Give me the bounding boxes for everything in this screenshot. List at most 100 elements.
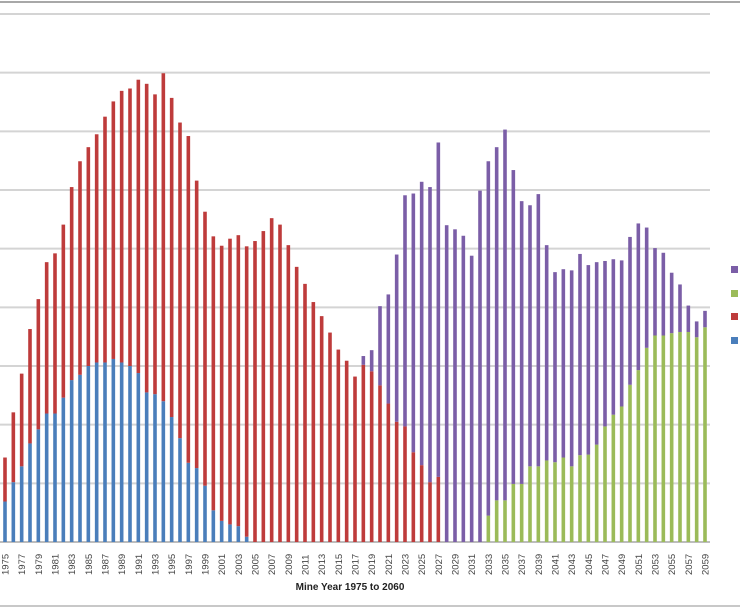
bar-segment-2002-s0 xyxy=(228,524,232,542)
bar-segment-2023-s2 xyxy=(403,426,407,542)
bar-segment-1989-s2 xyxy=(119,90,124,363)
bar-segment-1986-s2 xyxy=(94,134,99,363)
x-tick-label: 2033 xyxy=(484,554,495,575)
bar-segment-2012-s2 xyxy=(311,302,316,542)
bar-segment-1995-s2 xyxy=(169,97,174,418)
x-tick-label: 2003 xyxy=(234,554,245,575)
x-tick-label: 1985 xyxy=(84,554,95,575)
bar-segment-2019-s3 xyxy=(369,350,374,372)
bar-segment-1992-s2 xyxy=(144,83,149,393)
bar-segment-2059-s3 xyxy=(703,310,707,328)
bar-segment-2007-s2 xyxy=(269,218,274,542)
bar-segment-2050-s1 xyxy=(628,384,632,542)
bar-segment-2049-s1 xyxy=(619,406,624,542)
bar-segment-1978-s2 xyxy=(28,329,32,444)
bar-segment-1983-s2 xyxy=(69,187,74,381)
x-tick-label: 2039 xyxy=(534,554,545,575)
bar-segment-2059-s1 xyxy=(703,327,707,542)
legend-swatch[interactable] xyxy=(731,266,738,273)
x-tick-label: 2011 xyxy=(301,555,312,575)
bar-segment-1981-s2 xyxy=(53,253,57,414)
x-tick-label: 2051 xyxy=(634,554,645,575)
x-tick-label: 2053 xyxy=(651,554,662,575)
bar-segment-2052-s3 xyxy=(644,227,649,348)
bar-segment-2043-s1 xyxy=(569,466,574,542)
bar-segment-2046-s3 xyxy=(594,262,599,445)
x-tick-label: 2013 xyxy=(317,554,328,575)
bar-segment-2018-s2 xyxy=(361,364,366,542)
bar-segment-2006-s2 xyxy=(261,231,266,543)
x-tick-label: 2005 xyxy=(251,554,262,575)
x-tick-label: 2057 xyxy=(684,554,695,575)
x-tick-label: 1975 xyxy=(1,554,12,575)
bar-segment-1983-s0 xyxy=(69,380,74,542)
bar-segment-1991-s2 xyxy=(136,79,141,374)
bar-segment-1976-s0 xyxy=(11,482,16,542)
legend-swatch[interactable] xyxy=(731,313,738,320)
x-tick-label: 2049 xyxy=(617,554,628,575)
bar-segment-1994-s2 xyxy=(161,73,166,402)
bar-segment-1985-s0 xyxy=(86,366,91,542)
bar-segment-1984-s0 xyxy=(78,374,82,542)
x-tick-label: 1991 xyxy=(134,554,145,575)
bar-segment-2019-s2 xyxy=(369,371,374,542)
bar-segment-2055-s1 xyxy=(669,333,674,542)
bar-segment-1980-s0 xyxy=(44,413,49,542)
bar-segment-1999-s2 xyxy=(203,211,207,486)
bar-segment-2016-s2 xyxy=(344,360,349,542)
x-tick-label: 2045 xyxy=(584,554,595,575)
bar-segment-2000-s0 xyxy=(211,510,216,542)
x-tick-label: 1981 xyxy=(51,554,62,575)
bar-segment-2013-s2 xyxy=(319,316,324,542)
x-tick-label: 2035 xyxy=(501,554,512,575)
bar-segment-1982-s0 xyxy=(61,397,66,542)
x-tick-label: 2047 xyxy=(601,554,612,575)
bar-segment-2034-s3 xyxy=(494,147,499,501)
bar-segment-2025-s3 xyxy=(419,181,424,466)
bar-segment-2000-s2 xyxy=(211,236,216,511)
bar-segment-2020-s3 xyxy=(378,306,382,386)
x-tick-label: 1999 xyxy=(201,554,212,575)
bar-segment-1987-s2 xyxy=(103,116,107,363)
x-tick-label: 2023 xyxy=(401,554,412,575)
bar-segment-2028-s3 xyxy=(444,225,449,542)
bar-segment-1989-s0 xyxy=(119,362,124,542)
bar-segment-1990-s0 xyxy=(128,366,132,542)
bar-segment-1984-s2 xyxy=(78,161,82,375)
bar-segment-1995-s0 xyxy=(169,417,174,542)
x-tick-label: 2007 xyxy=(267,554,278,575)
x-tick-label: 1995 xyxy=(167,554,178,575)
x-tick-label: 2029 xyxy=(451,554,462,575)
bar-segment-2037-s1 xyxy=(519,483,524,542)
bar-segment-2022-s2 xyxy=(394,421,399,542)
bar-segment-2048-s1 xyxy=(611,414,616,542)
bar-segment-2041-s1 xyxy=(553,462,557,542)
x-axis-title: Mine Year 1975 to 2060 xyxy=(296,582,405,593)
x-tick-label: 1977 xyxy=(17,554,28,575)
bar-segment-2041-s3 xyxy=(553,272,557,463)
x-tick-label: 2041 xyxy=(551,554,562,575)
bar-segment-2044-s3 xyxy=(578,253,582,456)
bar-segment-2038-s1 xyxy=(528,466,532,542)
bar-segment-2046-s1 xyxy=(594,444,599,542)
bar-segment-2027-s3 xyxy=(436,142,441,477)
bar-segment-2033-s1 xyxy=(486,515,491,542)
bar-segment-1977-s2 xyxy=(19,373,24,467)
bar-segment-2010-s2 xyxy=(294,266,299,542)
x-axis-tick-labels: 1975 1977 1979 1981 1983 1985 1987 1989 1991 1993… xyxy=(1,554,712,575)
legend-swatch[interactable] xyxy=(731,290,738,297)
bar-segment-2057-s3 xyxy=(686,305,691,332)
bar-segment-2021-s2 xyxy=(386,403,391,542)
bar-segment-2056-s1 xyxy=(678,331,682,542)
bar-segment-2056-s3 xyxy=(678,284,682,332)
legend-swatch[interactable] xyxy=(731,337,738,344)
bar-segment-2003-s0 xyxy=(236,526,241,542)
bar-segment-2054-s1 xyxy=(661,335,666,542)
x-tick-label: 2025 xyxy=(417,554,428,575)
bar-segment-1987-s0 xyxy=(103,362,107,542)
bar-segment-2011-s2 xyxy=(303,283,307,542)
bar-segment-2052-s1 xyxy=(644,347,649,542)
bar-segment-2020-s2 xyxy=(378,385,382,542)
legend[interactable] xyxy=(731,266,738,344)
bar-segment-2042-s3 xyxy=(561,269,566,458)
